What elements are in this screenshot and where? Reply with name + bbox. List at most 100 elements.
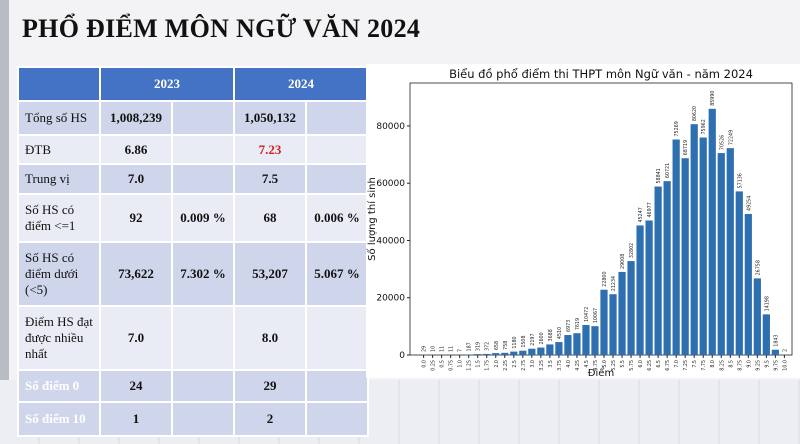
percent-2023 [171, 401, 235, 437]
bar-value-label: 26758 [755, 260, 761, 275]
bar-value-label: 1508 [521, 335, 527, 347]
bar [735, 191, 743, 355]
percent-2023 [171, 163, 235, 195]
x-tick-label: 8.75 [737, 360, 743, 371]
bar-value-label: 1180 [512, 336, 518, 348]
x-tick-label: 8.5 [728, 360, 734, 368]
row-label: ĐTB [17, 134, 101, 165]
bar [582, 325, 590, 355]
y-tick-label: 80000 [376, 122, 405, 132]
y-tick-label: 0 [399, 351, 405, 361]
x-tick-label: 5.5 [620, 360, 626, 368]
x-axis-label: Điểm [588, 366, 614, 378]
bar-value-label: 14198 [764, 296, 770, 311]
x-tick-label: 1.5 [476, 360, 482, 368]
bar-value-label: 1843 [773, 335, 779, 347]
bar-value-label: 57136 [737, 173, 743, 188]
bar-value-label: 85990 [710, 91, 716, 106]
bar [681, 158, 689, 355]
value-2024: 2 [233, 401, 307, 437]
header-2024: 2024 [233, 66, 369, 102]
percent-2023 [171, 369, 235, 403]
x-tick-label: 6.75 [665, 360, 671, 371]
bar-value-label: 22800 [602, 271, 608, 286]
bar [663, 181, 671, 355]
bar [537, 347, 545, 355]
x-tick-label: 2.5 [512, 360, 518, 368]
table-row: Trung vị 7.0 7.5 [17, 163, 369, 195]
bar [654, 186, 662, 355]
value-2023: 73,622 [99, 241, 173, 307]
bar [708, 108, 716, 355]
percent-2023: 7.302 % [171, 241, 235, 307]
bar [474, 354, 482, 355]
value-2024: 8.0 [233, 305, 307, 371]
bar-value-label: 46977 [647, 202, 653, 217]
bar [690, 124, 698, 355]
bar [465, 354, 473, 355]
x-tick-label: 7.5 [692, 360, 698, 368]
value-2024: 29 [233, 369, 307, 403]
bar [618, 271, 626, 355]
bar [672, 139, 680, 355]
bar [528, 348, 536, 355]
value-2023: 24 [99, 369, 173, 403]
slide-edge [0, 0, 9, 444]
bar-value-label: 10472 [584, 307, 590, 322]
x-tick-label: 2.25 [503, 360, 509, 371]
value-2023: 7.0 [99, 163, 173, 195]
table-header: 2023 2024 [17, 66, 369, 102]
table-row: Số điểm 10 1 2 [17, 401, 369, 437]
row-label: Số HS có điểm <=1 [17, 193, 101, 243]
comparison-table: 2023 2024 Tổng số HS 1,008,239 1,050,132 ĐT… [17, 66, 369, 437]
table-row: Số điểm 0 24 29 [17, 369, 369, 403]
x-tick-label: 0.25 [431, 360, 437, 371]
x-tick-label: 5.75 [629, 360, 635, 371]
bar [573, 333, 581, 355]
x-tick-label: 3.0 [530, 360, 536, 368]
bar-value-label: 10067 [593, 308, 599, 323]
x-tick-label: 5.0 [602, 360, 608, 368]
bar-value-label: 72249 [728, 130, 734, 145]
percent-2023 [171, 100, 235, 136]
row-label: Trung vị [17, 163, 101, 195]
value-2024: 53,207 [233, 241, 307, 307]
bar-value-label: 70526 [719, 135, 725, 150]
value-2023: 1 [99, 401, 173, 437]
y-axis-label: Số lượng thí sinh [366, 177, 378, 261]
x-tick-label: 9.75 [773, 360, 779, 371]
percent-2024 [305, 134, 369, 165]
x-tick-label: 6.5 [656, 360, 662, 368]
bar-value-label: 758 [503, 341, 509, 350]
bar-value-label: 372 [485, 342, 491, 351]
x-tick-label: 1.75 [485, 360, 491, 371]
bar [636, 225, 644, 355]
x-tick-label: 6.25 [647, 360, 653, 371]
percent-2024 [305, 401, 369, 437]
value-2024: 7.23 [233, 134, 307, 165]
bar [510, 351, 518, 355]
chart-title: Biểu đồ phổ điểm thi THPT môn Ngữ văn - … [449, 67, 753, 81]
y-tick-label: 40000 [376, 236, 405, 246]
y-tick-label: 60000 [376, 179, 405, 189]
percent-2024 [305, 369, 369, 403]
bar-value-label: 7 [458, 349, 464, 352]
x-tick-label: 4.5 [584, 360, 590, 368]
percent-2024 [305, 163, 369, 195]
bar-value-label: 6973 [566, 320, 572, 332]
x-tick-label: 4.75 [593, 360, 599, 371]
value-2024: 1,050,132 [233, 100, 307, 136]
x-tick-label: 0.0 [422, 360, 428, 368]
bar-value-label: 60721 [665, 163, 671, 178]
percent-2023 [171, 305, 235, 371]
histogram-chart: Biểu đồ phổ điểm thi THPT môn Ngữ văn - … [366, 67, 793, 378]
bar [492, 353, 500, 355]
x-tick-label: 2.0 [494, 360, 500, 368]
x-tick-label: 0.5 [440, 360, 446, 368]
bar-value-label: 319 [476, 342, 482, 351]
x-tick-label: 9.5 [764, 360, 770, 368]
bar [699, 137, 707, 355]
bar-value-label: 2197 [530, 333, 536, 345]
bar-value-label: 21234 [611, 276, 617, 291]
x-tick-label: 0.75 [449, 360, 455, 371]
